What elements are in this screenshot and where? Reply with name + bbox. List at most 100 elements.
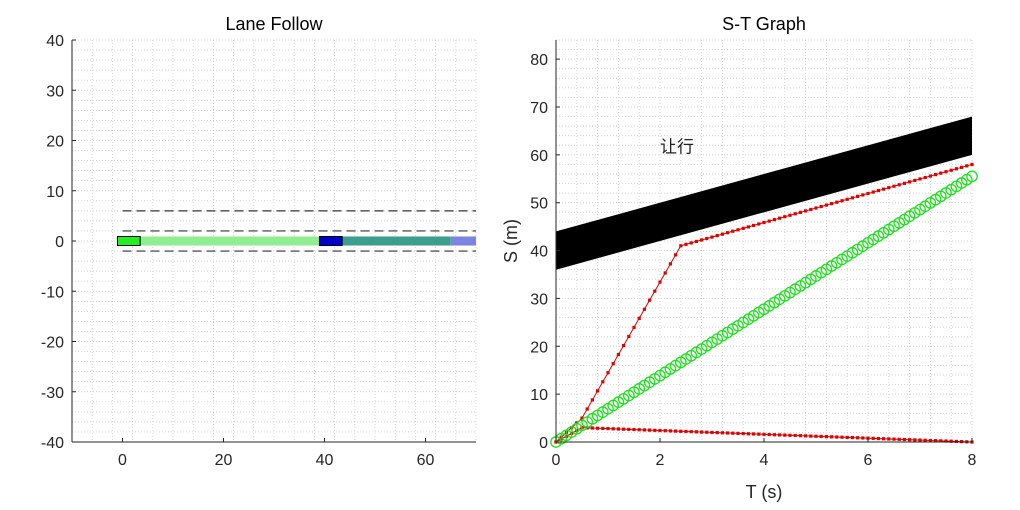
obstacle-vehicle: [318, 235, 343, 247]
st-graph-annotation: 让行: [660, 137, 694, 157]
bound-point: [580, 416, 584, 420]
bound-point: [918, 438, 922, 442]
bound-point: [731, 229, 735, 233]
bound-point: [824, 435, 828, 439]
bound-point: [746, 225, 750, 229]
bound-point: [710, 235, 714, 239]
bound-point: [752, 223, 756, 228]
bound-point: [637, 316, 641, 320]
bound-point: [819, 434, 823, 439]
y-tick-label: 10: [46, 184, 64, 201]
bound-point: [720, 232, 724, 236]
bound-point: [949, 439, 953, 443]
bound-point: [757, 222, 761, 226]
bound-point: [804, 209, 808, 213]
bound-point: [861, 193, 865, 197]
bound-point: [642, 428, 646, 432]
bound-point: [944, 170, 948, 174]
bound-point: [700, 238, 704, 242]
bound-point: [736, 431, 740, 435]
bound-point: [876, 436, 880, 441]
bound-point: [887, 437, 891, 441]
bound-point: [856, 194, 860, 198]
bound-point: [684, 242, 688, 246]
bound-point: [939, 439, 943, 443]
bound-point: [882, 437, 886, 441]
bound-point: [601, 426, 605, 431]
bound-point: [902, 437, 906, 442]
planned-st-point: [966, 170, 978, 183]
y-tick-label: -10: [41, 284, 64, 301]
bound-point: [809, 434, 813, 438]
planned-path-segment: [342, 236, 451, 246]
bound-point: [658, 428, 662, 433]
bound-point: [590, 398, 594, 402]
bound-point: [726, 231, 730, 235]
y-tick-label: 0: [539, 435, 548, 452]
bound-point: [720, 431, 724, 435]
bound-point: [731, 431, 735, 435]
bound-point: [762, 432, 766, 436]
bound-point: [798, 210, 802, 214]
bound-point: [767, 219, 771, 223]
bound-point: [710, 430, 714, 435]
x-tick-label: 0: [552, 452, 561, 469]
bound-point: [814, 434, 818, 438]
bound-point: [627, 334, 631, 339]
bound-point: [798, 434, 802, 438]
bound-point: [762, 220, 766, 225]
bound-point: [783, 215, 787, 219]
y-tick-label: 20: [46, 134, 64, 151]
x-tick-label: 20: [215, 452, 233, 469]
bound-point: [559, 437, 563, 441]
bound-point: [788, 433, 792, 437]
bound-point: [928, 438, 932, 443]
bound-point: [700, 430, 704, 434]
x-tick-label: 4: [760, 452, 769, 469]
bound-point: [819, 204, 823, 209]
lane-follow-data: [116, 210, 476, 252]
bound-point: [663, 429, 667, 433]
bound-point: [923, 175, 927, 180]
bound-point: [705, 236, 709, 241]
x-tick-label: 8: [968, 452, 977, 469]
bound-point: [944, 439, 948, 443]
y-tick-label: 70: [530, 100, 548, 117]
bound-point: [840, 199, 844, 203]
bound-point: [596, 389, 600, 393]
bound-point: [601, 380, 605, 384]
bound-point: [653, 428, 657, 432]
y-tick-label: 40: [46, 33, 64, 50]
bound-point: [934, 172, 938, 177]
bound-point: [679, 244, 683, 248]
bound-point: [965, 164, 969, 168]
bound-point: [970, 162, 974, 167]
bound-point: [830, 202, 834, 206]
bound-point: [788, 213, 792, 217]
bound-point: [830, 435, 834, 439]
bound-point: [783, 433, 787, 437]
bound-point: [939, 171, 943, 175]
y-tick-label: 10: [530, 387, 548, 404]
bound-point: [861, 436, 865, 440]
bound-point: [632, 325, 636, 329]
bound-point: [949, 168, 953, 172]
bound-point: [934, 439, 938, 443]
lane-follow-ticks: 0 20 40 60 40 30 20 10 0 -10 -20 -30 -40: [41, 33, 435, 469]
bound-point: [674, 429, 678, 433]
bound-point: [611, 362, 615, 366]
bound-point: [913, 178, 917, 183]
bound-point: [668, 262, 672, 266]
bound-point: [809, 207, 813, 212]
st-graph-title: S-T Graph: [722, 14, 806, 34]
x-tick-label: 60: [417, 452, 435, 469]
y-tick-label: 60: [530, 148, 548, 165]
bound-point: [772, 433, 776, 437]
bound-point: [897, 183, 901, 187]
planned-path-segment: [140, 236, 320, 246]
st-graph-data: [550, 116, 978, 448]
y-tick-label: 30: [46, 83, 64, 100]
y-tick-label: 40: [530, 244, 548, 261]
bound-point: [845, 197, 849, 201]
